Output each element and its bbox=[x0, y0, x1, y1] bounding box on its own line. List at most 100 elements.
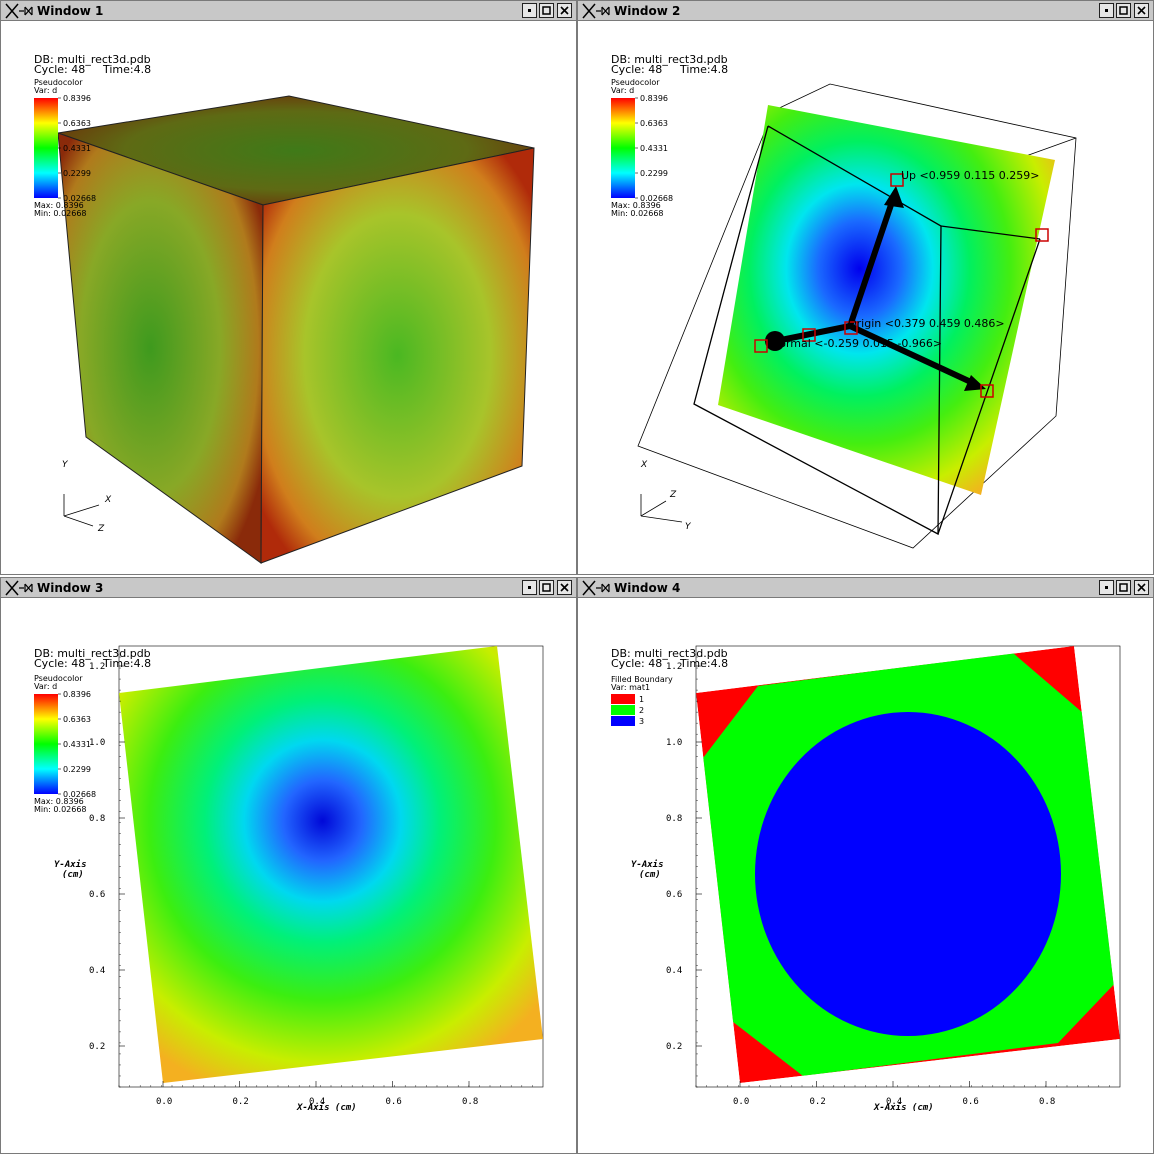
svg-text:X: X bbox=[104, 495, 112, 505]
minimize-icon bbox=[528, 586, 531, 589]
window-2-titlebar[interactable]: Window 2 bbox=[578, 1, 1153, 21]
maximize-button[interactable] bbox=[539, 3, 554, 18]
svg-text:Cycle: 48: Cycle: 48 bbox=[34, 657, 85, 670]
legend-var: Var: d bbox=[34, 682, 57, 691]
y-tick-label: 0.2 bbox=[666, 1042, 682, 1052]
legend-swatch bbox=[611, 716, 635, 726]
svg-text:Cycle: 48: Cycle: 48 bbox=[611, 63, 662, 76]
legend-entry-label: 2 bbox=[639, 706, 644, 715]
up-vector-label: Up <0.959 0.115 0.259> bbox=[901, 169, 1039, 182]
window-3: Window 3 0.0 0.2 0.4 0.6 0.8 0.2 0. bbox=[0, 577, 577, 1154]
legend-var: Var: d bbox=[34, 86, 57, 95]
close-button[interactable] bbox=[557, 3, 572, 18]
x-tick-label: 0.6 bbox=[963, 1097, 979, 1107]
axes-2d-4: 0.0 0.2 0.4 0.6 0.8 0.2 0.4 0.6 0.8 1.0 1.2 X-Axis … bbox=[631, 656, 1110, 1113]
y-tick-label: 1.2 bbox=[89, 662, 105, 672]
x-tick-label: 0.4 bbox=[886, 1097, 902, 1107]
window-1-viewport[interactable]: DB: multi_rect3d.pdb Cycle: 48 Time:4.8 … bbox=[1, 21, 576, 574]
y-axis-unit: (cm) bbox=[62, 870, 84, 880]
legend-tick-label: 0.02668 bbox=[640, 194, 673, 203]
database-info: DB: multi_rect3d.pdb Cycle: 48 Time:4.8 bbox=[611, 647, 728, 670]
x-tick-label: 0.8 bbox=[1039, 1097, 1055, 1107]
legend-max: Max: 0.8396 bbox=[34, 797, 84, 806]
window-2: Window 2 bbox=[577, 0, 1154, 575]
legend-min: Min: 0.02668 bbox=[34, 209, 87, 218]
x-tick-label: 0.0 bbox=[733, 1097, 749, 1107]
database-info: DB: multi_rect3d.pdb Cycle: 48 Time:4.8 bbox=[611, 53, 728, 76]
normal-label: Normal <-0.259 0.015 -0.966> bbox=[771, 337, 942, 350]
legend-title: Pseudocolor bbox=[34, 674, 83, 683]
axis-triad-1: Y X Z bbox=[62, 460, 112, 534]
maximize-button[interactable] bbox=[1116, 580, 1131, 595]
close-button[interactable] bbox=[1134, 580, 1149, 595]
maximize-icon bbox=[542, 6, 551, 15]
svg-text:Y: Y bbox=[62, 460, 69, 470]
legend-tick-label: 0.4331 bbox=[63, 740, 91, 749]
window-2-viewport[interactable]: Up <0.959 0.115 0.259> Origin <0.379 0.4… bbox=[578, 21, 1153, 574]
window-4-viewport[interactable]: 0.0 0.2 0.4 0.6 0.8 0.2 0.4 0.6 0.8 1.0 1.2 X-Axis … bbox=[578, 598, 1153, 1153]
svg-text:X: X bbox=[640, 460, 648, 470]
legend-var: Var: mat1 bbox=[611, 683, 650, 692]
y-axis-unit: (cm) bbox=[639, 870, 661, 880]
y-tick-label: 1.0 bbox=[666, 738, 682, 748]
filled-boundary-plot bbox=[696, 646, 1120, 1083]
x-tick-label: 0.8 bbox=[462, 1097, 478, 1107]
close-icon bbox=[560, 6, 569, 15]
axis-triad-2: X Z Y bbox=[640, 460, 692, 532]
legend-tick-label: 0.2299 bbox=[63, 169, 91, 178]
legend-swatch bbox=[611, 694, 635, 704]
x-window-icon[interactable] bbox=[581, 2, 611, 20]
svg-text:Y: Y bbox=[685, 522, 692, 532]
x-tick-label: 0.6 bbox=[386, 1097, 402, 1107]
legend-var: Var: d bbox=[611, 86, 634, 95]
legend-entry-label: 1 bbox=[639, 695, 644, 704]
minimize-button[interactable] bbox=[1099, 580, 1114, 595]
minimize-icon bbox=[1105, 586, 1108, 589]
legend-min: Min: 0.02668 bbox=[34, 805, 87, 814]
legend-tick-label: 0.8396 bbox=[640, 94, 668, 103]
legend-max: Max: 0.8396 bbox=[34, 201, 84, 210]
close-button[interactable] bbox=[1134, 3, 1149, 18]
window-3-titlebar[interactable]: Window 3 bbox=[1, 578, 576, 598]
legend-tick-label: 0.6363 bbox=[63, 715, 91, 724]
y-tick-label: 0.6 bbox=[666, 890, 682, 900]
svg-text:DB: multi_rect3d.pdb: DB: multi_rect3d.pdb bbox=[34, 647, 151, 660]
svg-text:Cycle: 48: Cycle: 48 bbox=[34, 63, 85, 76]
window-1: Window 1 bbox=[0, 0, 577, 575]
window-4-titlebar[interactable]: Window 4 bbox=[578, 578, 1153, 598]
svg-text:Z: Z bbox=[97, 524, 105, 534]
legend-color-bar bbox=[34, 694, 58, 794]
maximize-button[interactable] bbox=[539, 580, 554, 595]
minimize-button[interactable] bbox=[522, 3, 537, 18]
legend-tick-label: 0.02668 bbox=[63, 790, 96, 799]
maximize-icon bbox=[542, 583, 551, 592]
plane-tool[interactable]: Up <0.959 0.115 0.259> Origin <0.379 0.4… bbox=[754, 169, 1049, 398]
close-icon bbox=[560, 583, 569, 592]
database-info: DB: multi_rect3d.pdb Cycle: 48 Time:4.8 bbox=[34, 53, 151, 76]
cube-right-face bbox=[260, 147, 535, 564]
legend-min: Min: 0.02668 bbox=[611, 209, 664, 218]
x-window-icon[interactable] bbox=[4, 2, 34, 20]
window-2-title: Window 2 bbox=[614, 4, 681, 18]
window-3-viewport[interactable]: 0.0 0.2 0.4 0.6 0.8 0.2 0.4 0.6 0.8 1.0 1.2 X-Axis … bbox=[1, 598, 576, 1153]
legend-tick-label: 0.2299 bbox=[640, 169, 668, 178]
svg-text:Z: Z bbox=[669, 490, 677, 500]
minimize-button[interactable] bbox=[522, 580, 537, 595]
y-tick-label: 0.2 bbox=[89, 1042, 105, 1052]
minimize-button[interactable] bbox=[1099, 3, 1114, 18]
maximize-button[interactable] bbox=[1116, 3, 1131, 18]
x-tick-label: 0.0 bbox=[156, 1097, 172, 1107]
legend-color-bar bbox=[611, 98, 635, 198]
y-axis-title: Y-Axis bbox=[54, 859, 87, 870]
legend-entry-label: 3 bbox=[639, 717, 644, 726]
legend-tick-label: 0.02668 bbox=[63, 194, 96, 203]
window-1-titlebar[interactable]: Window 1 bbox=[1, 1, 576, 21]
close-button[interactable] bbox=[557, 580, 572, 595]
maximize-icon bbox=[1119, 583, 1128, 592]
x-tick-label: 0.2 bbox=[233, 1097, 249, 1107]
x-window-icon[interactable] bbox=[4, 579, 34, 597]
x-window-icon[interactable] bbox=[581, 579, 611, 597]
